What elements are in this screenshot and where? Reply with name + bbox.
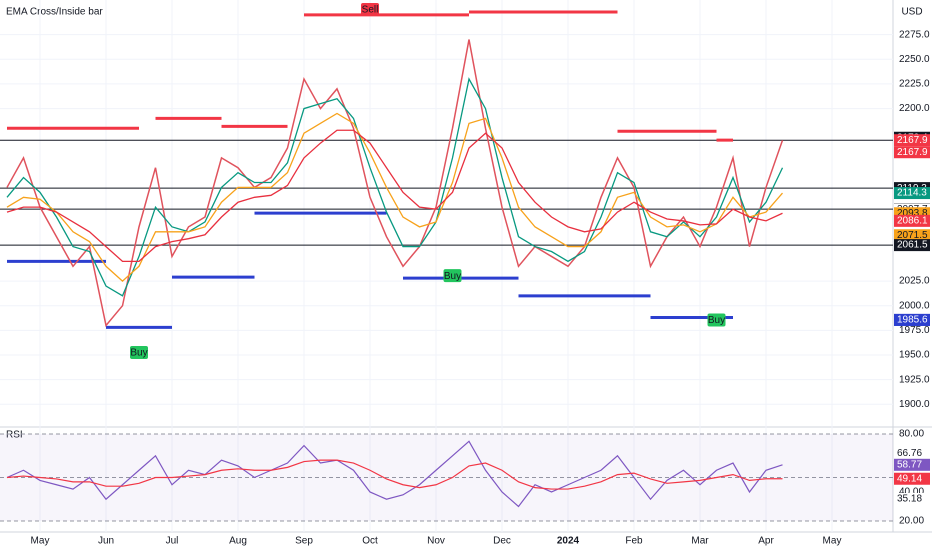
rsi-label-box: [894, 447, 930, 460]
x-tick-label: Mar: [691, 536, 709, 547]
price-label-box: [894, 134, 930, 147]
y-tick-label: 1975.0: [899, 325, 930, 336]
series-line: [6, 77, 784, 297]
rsi-label: 35.18: [897, 494, 922, 505]
price-label: 1985.6: [897, 315, 928, 326]
x-tick-label: Feb: [625, 536, 643, 547]
x-tick-label: Oct: [362, 536, 378, 547]
rsi-label-box: [894, 458, 930, 471]
price-label-box: [894, 313, 930, 326]
y-tick-label: 2275.0: [899, 29, 930, 40]
rsi-band: [0, 434, 893, 521]
price-label: 2071.5: [897, 230, 928, 241]
signal-label: Buy: [130, 348, 147, 359]
series-line: [6, 459, 783, 490]
price-label: 2167.9: [897, 135, 928, 146]
y-tick-label: 2250.0: [899, 54, 930, 65]
signal-label: Buy: [708, 315, 725, 326]
price-label: 2114.3: [897, 188, 927, 199]
y-tick-label: 2000.0: [899, 300, 930, 311]
x-tick-label: May: [31, 536, 50, 547]
y-tick-label: 1900.0: [899, 399, 930, 410]
series-line: [6, 112, 783, 282]
y-tick-label: 1925.0: [899, 374, 930, 385]
price-label: 2086.1: [897, 215, 928, 226]
x-tick-label: Aug: [229, 536, 247, 547]
signal-label: Buy: [444, 271, 461, 282]
rsi-label: 66.76: [897, 448, 922, 459]
x-tick-label: Sep: [295, 536, 313, 547]
series-line: [6, 39, 784, 328]
price-label: 2061.5: [897, 240, 928, 251]
series-line: [6, 440, 783, 508]
rsi-tick-label: 40.00: [899, 487, 924, 498]
currency[interactable]: USD: [901, 7, 922, 18]
series-line: [6, 129, 783, 263]
y-tick-label: 1950.0: [899, 350, 930, 361]
signal-label: Sell: [362, 5, 379, 16]
signal-box: [361, 3, 379, 16]
price-label-box: [894, 229, 930, 242]
rsi-label-box: [894, 492, 930, 505]
x-tick-label: Jun: [98, 536, 114, 547]
rsi-label: 58.77: [897, 459, 922, 470]
chart-title: EMA Cross/Inside bar: [6, 7, 103, 18]
x-tick-label: 2024: [557, 536, 580, 547]
price-label-box: [894, 214, 930, 227]
rsi-label: 49.14: [897, 473, 922, 484]
rsi-tick-label: 20.00: [899, 516, 924, 527]
rsi-label-box: [894, 472, 930, 485]
x-tick-label: Apr: [758, 536, 774, 547]
y-tick-label: 2025.0: [899, 276, 930, 287]
x-tick-label: May: [823, 536, 842, 547]
y-tick-label: 2225.0: [899, 79, 930, 90]
signal-box: [707, 313, 726, 327]
rsi-tick-label: 80.00: [899, 429, 924, 440]
y-tick-label: 2200.0: [899, 103, 930, 114]
x-tick-label: Jul: [166, 536, 179, 547]
signal-box: [443, 269, 462, 283]
x-tick-label: Dec: [493, 536, 511, 547]
x-tick-label: Nov: [427, 536, 445, 547]
price-label-box: [894, 146, 930, 159]
rsi-title: RSI: [6, 430, 23, 441]
price-label-box: [894, 187, 930, 200]
price-label-box: [894, 239, 930, 252]
price-label: 2167.9: [897, 147, 928, 158]
signal-box: [130, 346, 148, 360]
price-label: 2093.8: [897, 208, 928, 219]
